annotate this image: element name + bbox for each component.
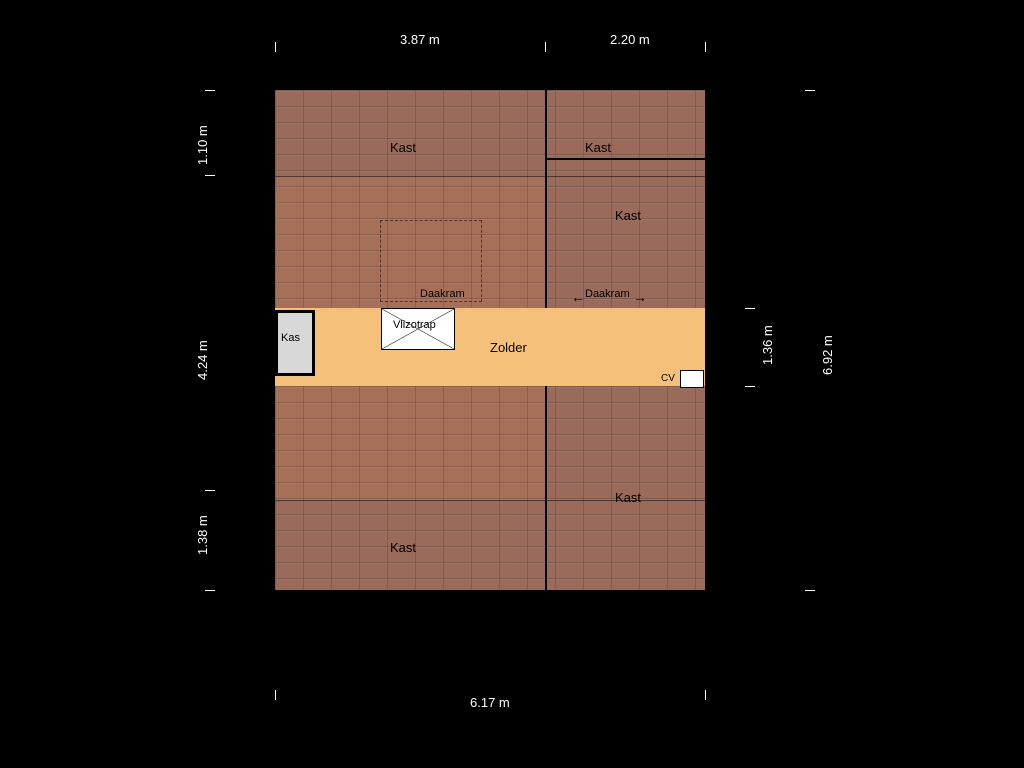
wall-mid-right-v: [545, 158, 547, 308]
roof-upper-right: [545, 90, 705, 308]
dim-right-1: 1.36 m: [760, 325, 775, 365]
label-vlizotrap: Vlizotrap: [393, 319, 436, 331]
wall-top-hdiv: [545, 158, 705, 160]
dim-left-3: 1.38 m: [195, 515, 210, 555]
tick: [205, 175, 215, 176]
label-kast-mr: Kast: [615, 208, 641, 223]
dim-bottom: 6.17 m: [470, 695, 510, 710]
dim-left-1: 1.10 m: [195, 125, 210, 165]
tick: [205, 590, 215, 591]
arrow-right-icon: →: [633, 290, 647, 304]
cv-box: [680, 370, 704, 388]
dim-top-2: 2.20 m: [610, 32, 650, 47]
tick: [545, 42, 546, 52]
label-kast-br: Kast: [615, 490, 641, 505]
tick: [745, 386, 755, 387]
label-kas-small: Kas: [281, 332, 300, 344]
tick: [745, 308, 755, 309]
tick: [205, 90, 215, 91]
arrow-left-icon: ←: [571, 290, 585, 304]
floor-plan: Vlizotrap ← → Kast Kast Kast Kast Kast Z…: [275, 90, 705, 590]
label-zolder: Zolder: [490, 340, 527, 355]
label-kast-bl: Kast: [390, 540, 416, 555]
tick: [205, 490, 215, 491]
label-kast-tr: Kast: [585, 140, 611, 155]
tick: [805, 90, 815, 91]
tick: [275, 690, 276, 700]
tick: [705, 690, 706, 700]
label-kast-tl: Kast: [390, 140, 416, 155]
dim-top-1: 3.87 m: [400, 32, 440, 47]
dim-right-2: 6.92 m: [820, 335, 835, 375]
label-cv: CV: [661, 373, 675, 384]
tick: [275, 42, 276, 52]
dim-left-2: 4.24 m: [195, 340, 210, 380]
label-daakram-l: Daakram: [420, 288, 465, 300]
label-daakram-r: Daakram: [585, 288, 630, 300]
wall-bot-vdiv: [545, 386, 547, 590]
floorplan-canvas: 3.87 m 2.20 m 1.10 m 4.24 m 1.38 m 1.36 …: [0, 0, 1024, 768]
tick: [705, 42, 706, 52]
wall-top-hfull: [275, 176, 705, 177]
tick: [805, 590, 815, 591]
roof-lower-right: [545, 386, 705, 590]
